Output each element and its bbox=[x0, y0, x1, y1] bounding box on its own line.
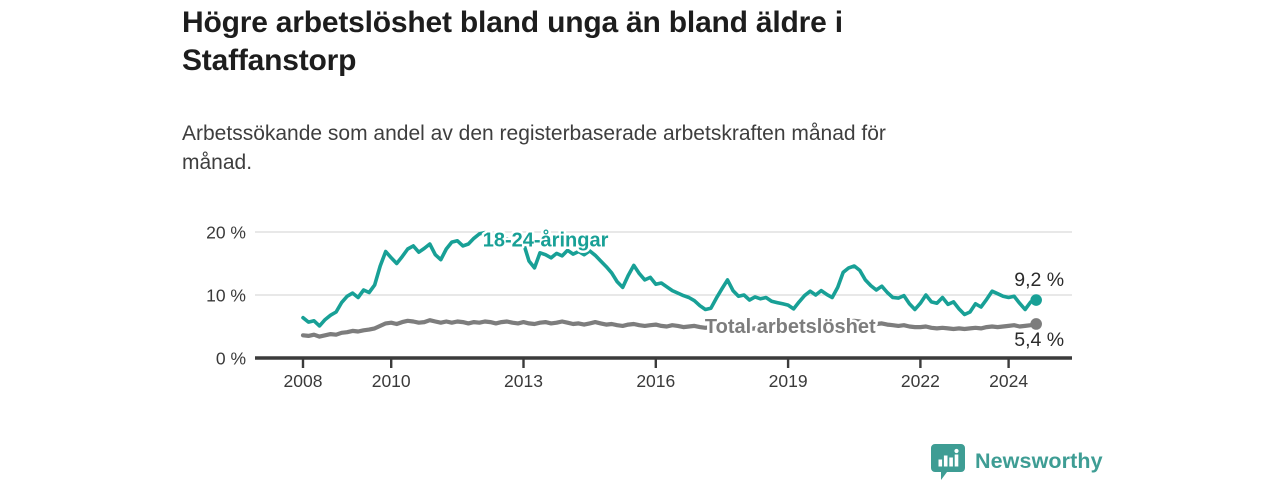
subtitle-line-1: Arbetssökande som andel av den registerb… bbox=[182, 122, 886, 145]
page-title: Högre arbetslöshet bland unga än bland ä… bbox=[182, 4, 1002, 80]
x-tick-label-2013: 2013 bbox=[504, 371, 543, 391]
series-line-1 bbox=[300, 318, 1039, 339]
series-value-label-0: 9,2 % bbox=[1014, 269, 1064, 291]
x-tick-label-2019: 2019 bbox=[769, 371, 808, 391]
chart-series-labels: 18-24-åringar Total arbetslöshet bbox=[480, 226, 878, 341]
series-line-0 bbox=[301, 230, 1038, 328]
chart-y-tick-labels: 0 % 10 % 20 % bbox=[206, 223, 246, 369]
series-end-dot-1 bbox=[1030, 318, 1042, 330]
subtitle-line-2: månad. bbox=[182, 151, 253, 174]
series-label-0: 18-24-åringar bbox=[483, 228, 609, 251]
x-tick-label-2008: 2008 bbox=[284, 371, 323, 391]
title-line-1: Högre arbetslöshet bland unga än bland ä… bbox=[182, 6, 843, 39]
y-tick-label-20: 20 % bbox=[206, 223, 246, 243]
speech-bubble-shape bbox=[931, 444, 965, 480]
x-tick-label-2010: 2010 bbox=[372, 371, 411, 391]
y-tick-label-10: 10 % bbox=[206, 286, 246, 306]
chart-x-tick-labels: 2008 2010 2013 2016 2019 2022 2024 bbox=[284, 371, 1029, 391]
x-tick-label-2024: 2024 bbox=[989, 371, 1028, 391]
y-tick-label-0: 0 % bbox=[216, 349, 246, 369]
bar-chart-glyph bbox=[938, 448, 959, 467]
chart-series bbox=[300, 230, 1042, 339]
series-label-1: Total arbetslöshet bbox=[705, 316, 876, 338]
x-tick-label-2022: 2022 bbox=[901, 371, 940, 391]
newsworthy-brand-name: Newsworthy bbox=[975, 449, 1103, 473]
x-tick-label-2016: 2016 bbox=[636, 371, 675, 391]
chart-axis bbox=[255, 356, 1072, 368]
chart-gridlines bbox=[255, 231, 1072, 296]
title-line-2: Staffanstorp bbox=[182, 44, 357, 77]
series-end-dot-0 bbox=[1030, 294, 1042, 306]
chart-value-labels: 9,2 % 5,4 % bbox=[1012, 267, 1066, 353]
chart-subtitle: Arbetssökande som andel av den registerb… bbox=[182, 119, 1082, 177]
series-value-label-1: 5,4 % bbox=[1014, 329, 1064, 351]
newsworthy-brand: Newsworthy bbox=[930, 443, 1103, 480]
newsworthy-logo-icon bbox=[931, 444, 965, 480]
